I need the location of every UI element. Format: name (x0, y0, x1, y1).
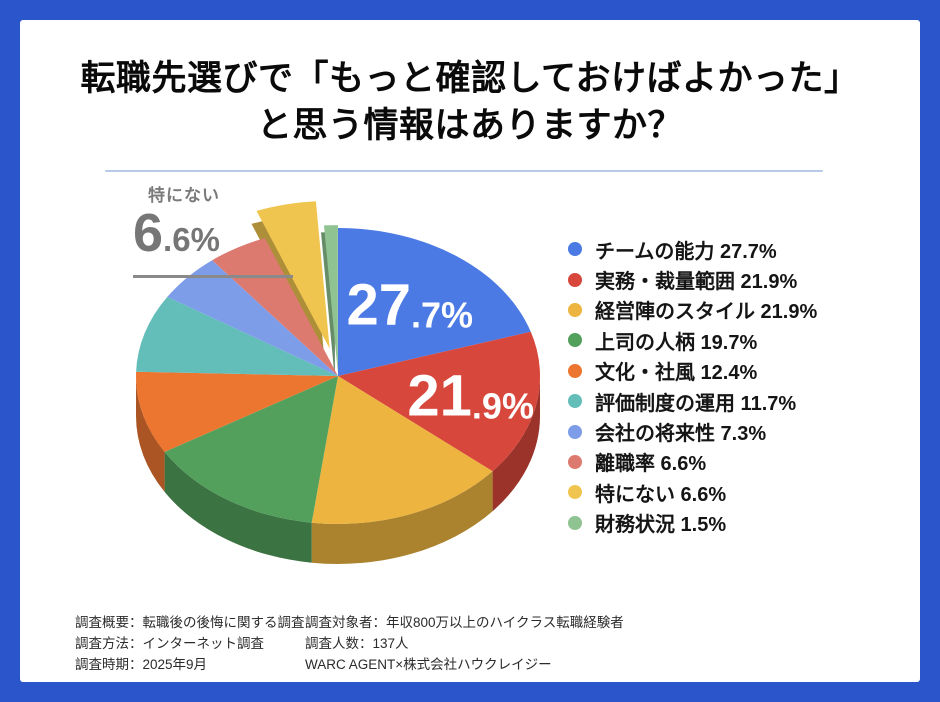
legend-item-0: チームの能力 27.7% (568, 234, 817, 264)
legend-dot (568, 363, 582, 378)
footnote-line: WARC AGENT×株式会社ハウクレイジー (305, 657, 552, 672)
legend-label: 文化・社風 12.4% (595, 362, 758, 385)
legend-dot (568, 515, 582, 530)
legend-dot (568, 272, 582, 287)
legend-dot (568, 394, 582, 409)
legend-label: 特にない 6.6% (595, 483, 727, 506)
legend-item-4: 文化・社風 12.4% (568, 356, 817, 386)
legend-item-3: 上司の人柄 19.7% (568, 325, 817, 355)
legend-item-5: 評価制度の運用 11.7% (568, 386, 817, 416)
legend-label: チームの能力 27.7% (595, 240, 777, 263)
legend-item-1: 実務・裁量範囲 21.9% (568, 264, 817, 294)
footnote-left-column: 調査概要：転職後の後悔に関する調査 調査方法：インターネット調査 調査時期：2025… (75, 612, 305, 675)
legend-label: 財務状況 1.5% (595, 514, 727, 537)
legend-dot (568, 242, 582, 257)
callout-value-int: 6 (133, 203, 164, 263)
page-title: 転職先選びで「もっと確認しておけばよかった」 と思う情報はありますか？ (20, 56, 920, 149)
callout-value-frac: .6% (163, 221, 220, 258)
title-divider (105, 170, 823, 172)
legend-label: 離職率 6.6% (595, 453, 707, 476)
title-line2: と思う情報はありますか？ (256, 105, 683, 145)
footnote-line: 調査時期：2025年9月 (75, 657, 208, 672)
legend-item-9: 財務状況 1.5% (568, 508, 817, 538)
footnote-right-column: 調査対象者：年収800万以上のハイクラス転職経験者 調査人数：137人 WARC A… (305, 612, 624, 675)
legend: チームの能力 27.7% 実務・裁量範囲 21.9% 経営陣のスタイル 21.9% 上… (568, 234, 817, 538)
callout-label: 特にない (148, 186, 220, 205)
legend-dot (568, 424, 582, 439)
footnote-line: 調査対象者：年収800万以上のハイクラス転職経験者 (305, 615, 624, 630)
footnote-line: 調査概要：転職後の後悔に関する調査 (75, 615, 305, 630)
footnote-line: 調査人数：137人 (305, 636, 409, 651)
footnote-line: 調査方法：インターネット調査 (75, 636, 264, 651)
legend-label: 経営陣のスタイル 21.9% (595, 301, 818, 324)
title-line1: 転職先選びで「もっと確認しておけばよかった」 (80, 59, 860, 98)
legend-label: 上司の人柄 19.7% (595, 331, 758, 354)
legend-item-2: 経営陣のスタイル 21.9% (568, 295, 817, 325)
legend-label: 実務・裁量範囲 21.9% (595, 271, 798, 294)
callout-underline (133, 275, 293, 278)
infographic-card: 転職先選びで「もっと確認しておけばよかった」 と思う情報はありますか？ 特にない … (20, 20, 920, 682)
callout-tokuninai: 特にない 6.6% (133, 181, 353, 278)
legend-item-7: 離職率 6.6% (568, 447, 817, 477)
callout-value: 6.6% (133, 206, 353, 260)
legend-label: 会社の将来性 7.3% (595, 423, 767, 446)
legend-dot (568, 485, 582, 500)
legend-dot (568, 333, 582, 348)
legend-dot (568, 302, 582, 317)
legend-item-6: 会社の将来性 7.3% (568, 416, 817, 446)
legend-item-8: 特にない 6.6% (568, 477, 817, 507)
legend-dot (568, 454, 582, 469)
legend-label: 評価制度の運用 11.7% (595, 392, 797, 415)
